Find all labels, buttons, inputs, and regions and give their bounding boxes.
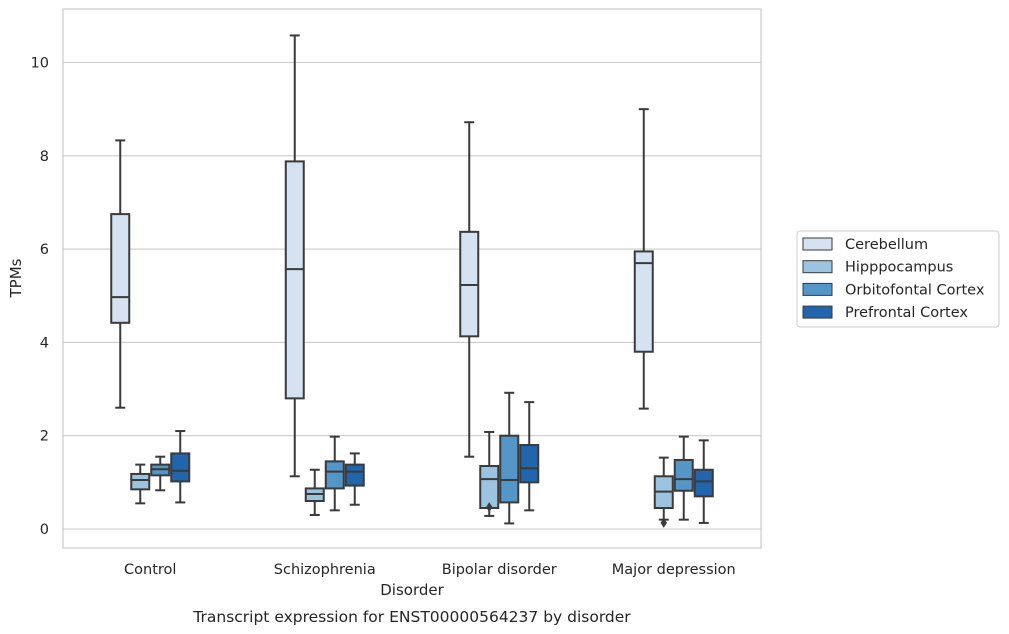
legend-label: Prefrontal Cortex [845, 305, 968, 321]
legend-frame [796, 230, 1000, 328]
box-orbitofontal-cortex [324, 435, 345, 512]
box-orbitofontal-cortex [150, 455, 171, 492]
legend: Cerebellum Hipppocampus Orbitofontal Corte… [796, 230, 1000, 328]
box-iqr [170, 452, 191, 483]
box-hipppocampus [304, 468, 325, 517]
outlier-marker [486, 502, 493, 513]
x-tick-labels: Control Schizophrenia Bipolar disorder Majo… [124, 562, 736, 578]
box-iqr [324, 460, 345, 490]
box-cerebellum [110, 139, 131, 409]
y-tick-label: 10 [31, 56, 49, 72]
box-cerebellum [459, 121, 480, 458]
x-tick-label: Schizophrenia [274, 562, 376, 578]
y-tick-label: 4 [40, 335, 49, 351]
box-orbitofontal-cortex [673, 435, 694, 521]
legend-swatch [802, 237, 833, 251]
box-iqr [110, 213, 131, 324]
plot-frame [62, 8, 762, 549]
legend-label: Hipppocampus [845, 260, 953, 276]
legend-swatch [802, 260, 833, 274]
outlier-marker [660, 517, 667, 528]
box-iqr [693, 468, 714, 498]
legend-swatch [802, 282, 833, 296]
x-tick-label: Control [124, 562, 176, 578]
y-tick-label: 8 [40, 149, 49, 165]
box-iqr [633, 250, 654, 353]
box-prefrontal-cortex [519, 401, 540, 512]
box-cerebellum [633, 108, 654, 410]
chart-caption: Transcript expression for ENST0000056423… [192, 608, 631, 626]
y-tick-label: 6 [40, 242, 49, 258]
box-iqr [344, 463, 365, 487]
box-iqr [479, 465, 500, 510]
y-axis-label: TPMs [7, 258, 25, 298]
box-iqr [499, 434, 520, 504]
box-series [110, 34, 714, 528]
legend-label: Cerebellum [845, 237, 928, 253]
x-tick-label: Bipolar disorder [442, 562, 557, 578]
box-hipppocampus [479, 430, 500, 517]
box-cerebellum [284, 34, 305, 478]
box-iqr [130, 472, 151, 491]
box-iqr [519, 444, 540, 484]
box-prefrontal-cortex [170, 430, 191, 504]
box-orbitofontal-cortex [499, 391, 520, 525]
box-iqr [284, 160, 305, 400]
y-tick-label: 2 [40, 429, 49, 445]
grid-lines [63, 61, 761, 530]
box-iqr [673, 458, 694, 492]
box-prefrontal-cortex [693, 439, 714, 524]
x-tick-label: Major depression [612, 562, 736, 578]
box-hipppocampus [653, 456, 674, 528]
x-axis-label: Disorder [380, 581, 444, 599]
y-tick-labels: 0 2 4 6 8 10 [31, 56, 49, 539]
box-prefrontal-cortex [344, 452, 365, 506]
legend-swatch [802, 305, 833, 319]
legend-label: Orbitofontal Cortex [845, 282, 985, 298]
box-hipppocampus [130, 463, 151, 505]
y-tick-label: 0 [40, 522, 49, 538]
